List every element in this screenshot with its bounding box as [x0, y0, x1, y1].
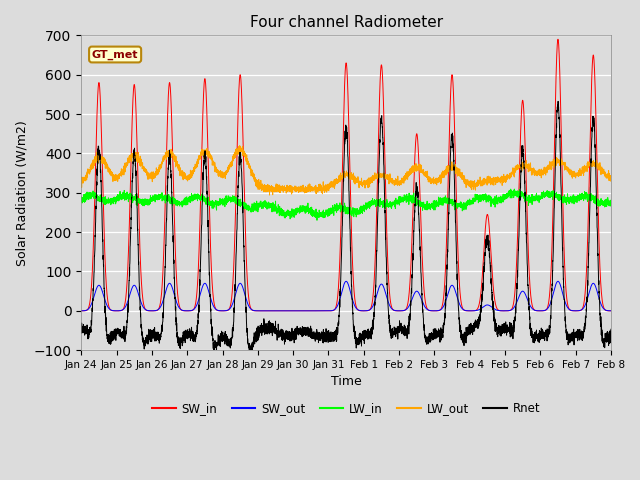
Title: Four channel Radiometer: Four channel Radiometer	[250, 15, 443, 30]
Rnet	[465, 324, 472, 330]
LW_out	[173, 158, 180, 164]
LW_out	[436, 179, 444, 185]
Legend: SW_in, SW_out, LW_in, LW_out, Rnet: SW_in, SW_out, LW_in, LW_out, Rnet	[147, 397, 545, 420]
SW_out	[465, 308, 472, 314]
LW_out	[236, 143, 244, 148]
SW_out	[607, 308, 615, 314]
SW_out	[173, 299, 180, 305]
Rnet	[173, 325, 180, 331]
LW_out	[495, 179, 502, 185]
Rnet	[495, 327, 502, 333]
Rnet	[77, 322, 85, 327]
LW_in	[465, 197, 472, 203]
LW_in	[326, 208, 334, 214]
SW_out	[436, 307, 444, 313]
Rnet	[607, 333, 614, 339]
SW_in	[554, 36, 562, 42]
SW_out	[77, 308, 85, 314]
Rnet	[246, 349, 254, 355]
LW_in	[313, 217, 321, 223]
LW_in	[607, 200, 614, 205]
SW_out	[289, 308, 297, 314]
SW_in	[326, 308, 334, 314]
LW_out	[607, 176, 614, 181]
X-axis label: Time: Time	[331, 375, 362, 388]
LW_in	[173, 199, 180, 205]
Text: GT_met: GT_met	[92, 49, 138, 60]
LW_out	[266, 192, 273, 198]
Line: SW_out: SW_out	[81, 281, 611, 311]
LW_out	[607, 178, 615, 183]
LW_in	[511, 186, 518, 192]
LW_out	[77, 181, 85, 187]
Line: Rnet: Rnet	[81, 101, 611, 352]
SW_in	[607, 308, 614, 314]
SW_in	[465, 308, 472, 314]
Line: SW_in: SW_in	[81, 39, 611, 311]
SW_in	[495, 307, 502, 313]
SW_in	[607, 308, 615, 314]
LW_in	[495, 194, 502, 200]
SW_in	[289, 308, 297, 314]
Rnet	[554, 98, 562, 104]
SW_out	[495, 308, 502, 313]
Y-axis label: Solar Radiation (W/m2): Solar Radiation (W/m2)	[15, 120, 28, 265]
SW_out	[607, 308, 614, 314]
LW_in	[436, 197, 444, 203]
Rnet	[326, 333, 334, 338]
Line: LW_in: LW_in	[81, 189, 611, 220]
LW_out	[465, 179, 473, 184]
SW_out	[554, 278, 562, 284]
SW_out	[326, 308, 334, 313]
Rnet	[607, 326, 615, 332]
Rnet	[436, 333, 444, 338]
SW_in	[77, 308, 85, 314]
SW_in	[173, 274, 180, 280]
LW_in	[607, 197, 615, 203]
Line: LW_out: LW_out	[81, 145, 611, 195]
SW_in	[436, 308, 444, 313]
LW_out	[326, 184, 334, 190]
LW_in	[77, 194, 85, 200]
